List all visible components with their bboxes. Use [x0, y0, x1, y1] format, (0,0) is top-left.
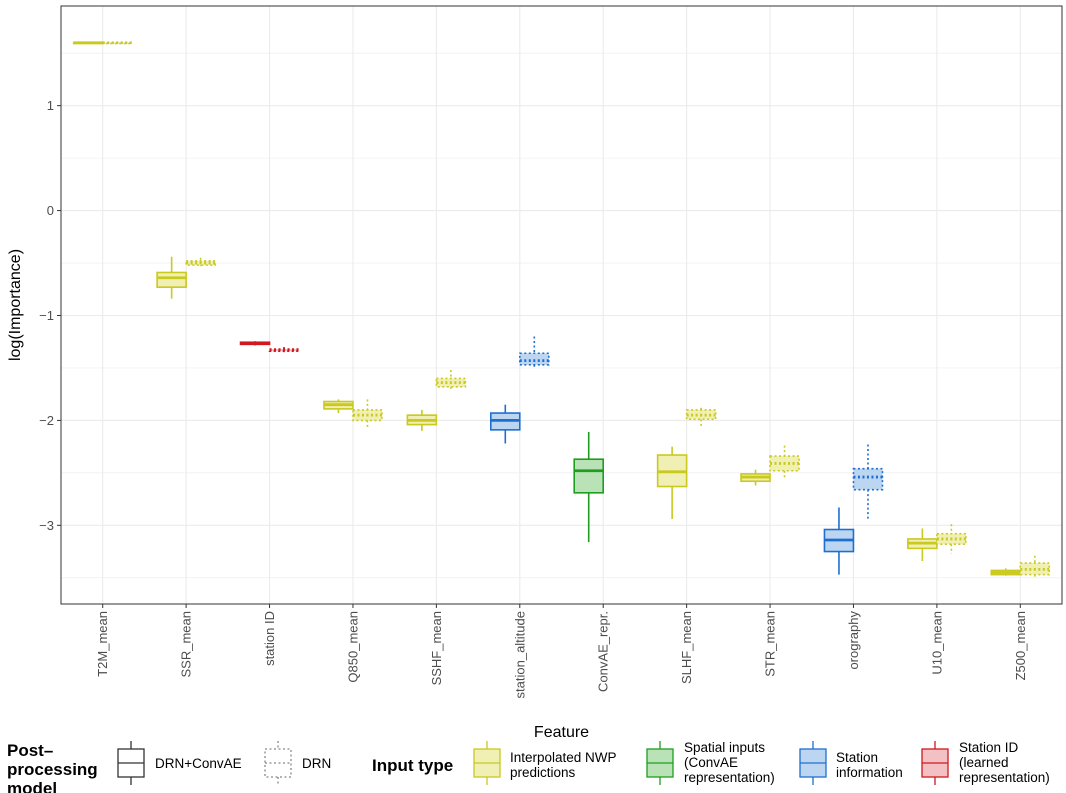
legend-label-input: Interpolated NWP predictions — [510, 750, 617, 780]
x-tick-label: orography — [846, 611, 861, 670]
box-drn-convae — [573, 431, 605, 543]
legend-key-spatial — [646, 741, 674, 785]
y-axis-title: log(Importance) — [7, 249, 24, 361]
legend-label-line: representation) — [684, 770, 775, 785]
legend-label-line: representation) — [959, 770, 1050, 785]
box-drn-convae — [990, 568, 1022, 576]
legend-title-input: Input type — [372, 756, 453, 775]
legend-key-drn-convae — [117, 741, 145, 785]
legend-label-input: Station ID (learned representation) — [959, 740, 1050, 785]
box-drn-convae — [907, 528, 938, 561]
box-drn — [268, 346, 300, 353]
x-tick-label: Q850_mean — [345, 611, 360, 683]
legend-label-line: Interpolated NWP — [510, 750, 617, 765]
legend-label-model: DRN — [302, 756, 331, 771]
box-drn — [185, 257, 216, 267]
box-iqr — [518, 352, 550, 366]
box-drn — [435, 370, 467, 392]
box-drn-convae — [406, 409, 438, 431]
x-tick-label: Z500_mean — [1013, 611, 1028, 680]
box-drn — [936, 524, 967, 554]
box-iqr — [852, 467, 884, 491]
box-drn-convae — [656, 446, 688, 520]
legend-label-line: Station ID — [959, 740, 1019, 755]
box-drn-convae — [489, 404, 521, 444]
box-drn — [518, 336, 550, 367]
legend-key-nwp — [473, 741, 501, 785]
box-iqr — [573, 458, 605, 494]
box-drn — [852, 444, 884, 522]
grid-lines — [61, 6, 1062, 604]
x-tick-label: T2M_mean — [95, 611, 110, 677]
boxplot-marks — [72, 41, 1051, 578]
y-tick-label: 1 — [47, 98, 54, 113]
legend-title-model: Post– processing model — [7, 741, 98, 793]
legend-key-box — [264, 748, 292, 778]
legend-label-input: Station information — [836, 750, 903, 780]
legend-key-drn — [264, 741, 292, 785]
x-axis-title: Feature — [534, 724, 589, 741]
legend-label-input: Spatial inputs (ConvAE representation) — [684, 740, 775, 785]
y-tick-label: −1 — [39, 308, 54, 323]
box-drn-convae — [156, 256, 187, 299]
x-tick-label: station_altitude — [512, 611, 527, 698]
box-drn-convae — [72, 41, 104, 45]
x-axis-ticks: T2M_mean SSR_mean station ID Q850_mean SSHF_… — [95, 604, 1028, 698]
x-tick-label: ConvAE_repr. — [596, 611, 611, 692]
legend: Post– processing model DRN+ConvAE DRN Input t… — [7, 740, 1050, 793]
legend-key-stationid — [921, 741, 949, 785]
y-axis-ticks: 1 0 −1 −2 −3 — [39, 98, 61, 533]
box-drn-convae — [740, 469, 771, 486]
x-tick-label: SLHF_mean — [679, 611, 694, 684]
x-tick-label: station ID — [262, 611, 277, 666]
legend-label-model: DRN+ConvAE — [155, 756, 242, 771]
x-tick-label: SSR_mean — [179, 611, 194, 677]
box-drn-convae — [823, 507, 855, 575]
legend-label-line: Spatial inputs — [684, 740, 765, 755]
box-drn — [101, 41, 133, 45]
y-tick-label: −3 — [39, 518, 54, 533]
y-tick-label: 0 — [47, 203, 54, 218]
legend-label-line: Station — [836, 750, 878, 765]
legend-title-line: model — [7, 779, 57, 793]
x-tick-label: STR_mean — [763, 611, 778, 677]
legend-label-line: predictions — [510, 765, 576, 780]
box-drn — [769, 445, 800, 480]
legend-title-line: Post– — [7, 741, 53, 760]
plot-panel-border — [60, 5, 1063, 605]
legend-label-line: (ConvAE — [684, 755, 738, 770]
x-tick-label: U10_mean — [929, 611, 944, 675]
legend-key-station — [799, 741, 827, 785]
legend-label-line: information — [836, 765, 903, 780]
box-drn-convae — [239, 341, 271, 346]
box-drn-convae — [323, 399, 354, 414]
legend-label-line: (learned — [959, 755, 1009, 770]
box-drn — [352, 399, 383, 429]
y-tick-label: −2 — [39, 413, 54, 428]
x-tick-label: SSHF_mean — [429, 611, 444, 685]
box-iqr — [156, 271, 187, 288]
box-drn — [685, 407, 717, 428]
legend-title-line: processing — [7, 760, 98, 779]
box-drn — [1019, 555, 1051, 578]
